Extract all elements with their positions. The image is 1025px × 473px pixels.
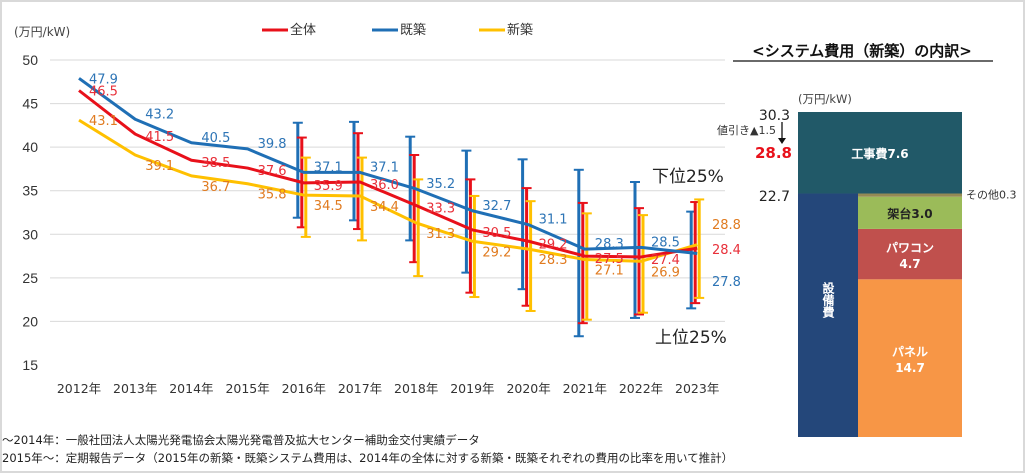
- segment-label: その他0.3: [966, 189, 1017, 202]
- y-tick-label: 30: [22, 226, 38, 242]
- data-label: 36.7: [201, 180, 230, 195]
- x-tick-label: 2016年: [282, 381, 326, 396]
- data-label: 27.4: [651, 253, 680, 268]
- net-label: 28.8: [755, 144, 792, 162]
- x-tick-label: 2022年: [619, 381, 663, 396]
- data-label: 47.9: [89, 72, 118, 87]
- data-label: 28.4: [712, 243, 741, 258]
- x-tick-label: 2018年: [394, 381, 438, 396]
- x-tick-label: 2014年: [169, 381, 213, 396]
- y-tick-label: 50: [22, 52, 38, 68]
- series-line-既築: [78, 77, 698, 255]
- discount-label: 値引き▲1.5: [717, 123, 776, 137]
- data-label: 41.5: [145, 130, 174, 145]
- segment-label: パネル: [892, 345, 928, 359]
- annotation-lower: 上位25%: [655, 328, 727, 348]
- x-tick-label: 2012年: [57, 381, 101, 396]
- bar-segment-パネル: [858, 279, 962, 437]
- y-tick-label: 15: [22, 357, 38, 373]
- segment-label: 架台3.0: [886, 206, 932, 221]
- annotation-upper: 下位25%: [652, 167, 724, 187]
- bar-segment-架台: [858, 196, 962, 229]
- data-label: 46.5: [89, 85, 118, 100]
- segment-value: 4.7: [899, 257, 920, 271]
- series-line-新築: [78, 118, 698, 263]
- data-label: 36.0: [370, 178, 399, 193]
- data-label: 37.1: [370, 160, 399, 175]
- data-label: 26.9: [651, 265, 680, 280]
- legend-label: 全体: [290, 22, 316, 38]
- x-tick-label: 2021年: [563, 381, 607, 396]
- data-label: 31.1: [539, 213, 568, 228]
- segment-label: 工事費7.6: [851, 146, 908, 161]
- equipment-total-label: 22.7: [759, 189, 790, 205]
- y-tick-label: 35: [22, 183, 38, 199]
- data-label: 40.5: [201, 131, 230, 146]
- bar-equipment: [798, 193, 858, 437]
- data-label: 35.8: [258, 188, 287, 203]
- data-label: 28.8: [712, 218, 741, 233]
- y-tick-label: 40: [22, 139, 38, 155]
- data-label: 27.1: [595, 264, 624, 279]
- data-label: 37.6: [258, 164, 287, 179]
- data-label: 37.1: [314, 160, 343, 175]
- series-line-全体: [78, 89, 698, 259]
- data-label: 31.3: [426, 227, 455, 242]
- breakdown-title: <システム費用（新築）の内訳>: [752, 42, 972, 60]
- y-axis-label: (万円/kW): [14, 25, 70, 39]
- total-label: 30.3: [759, 108, 790, 124]
- segment-label: パワコン: [886, 241, 934, 255]
- data-label: 29.2: [482, 245, 511, 260]
- data-label: 34.4: [370, 200, 399, 215]
- data-label: 30.5: [482, 226, 511, 241]
- data-label: 43.1: [89, 114, 118, 129]
- data-label: 34.5: [314, 199, 343, 214]
- bar-segment-パワコン: [858, 228, 962, 280]
- data-label: 33.3: [426, 202, 455, 217]
- segment-value: 14.7: [895, 361, 925, 375]
- arrow-head-icon: [778, 138, 786, 144]
- x-tick-label: 2019年: [450, 381, 494, 396]
- data-label: 28.3: [595, 237, 624, 252]
- x-tick-label: 2020年: [506, 381, 550, 396]
- y-tick-label: 25: [22, 270, 38, 286]
- x-tick-label: 2013年: [113, 381, 157, 396]
- x-tick-label: 2015年: [225, 381, 269, 396]
- data-label: 27.5: [595, 252, 624, 267]
- x-tick-label: 2023年: [675, 381, 719, 396]
- data-label: 35.2: [426, 177, 455, 192]
- data-label: 28.3: [539, 253, 568, 268]
- footnote-1: ～2014年：一般社団法人太陽光発電協会太陽光発電普及拡大センター補助金交付実績…: [2, 433, 480, 447]
- footnote-2: 2015年～：定期報告データ（2015年の新築・既築システム費用は、2014年の…: [2, 451, 734, 465]
- data-label: 39.1: [145, 159, 174, 174]
- equipment-label: 設備費: [821, 281, 835, 319]
- x-tick-label: 2017年: [338, 381, 382, 396]
- legend-label: 既築: [400, 23, 426, 38]
- legend-label: 新築: [507, 22, 533, 38]
- data-label: 43.2: [145, 107, 174, 122]
- y-tick-label: 45: [22, 96, 38, 112]
- data-label: 35.9: [314, 179, 343, 194]
- bar-segment-その他: [858, 193, 962, 197]
- bar-segment-工事費: [798, 112, 962, 194]
- data-label: 27.8: [712, 275, 741, 290]
- y-tick-label: 20: [22, 313, 38, 329]
- data-label: 39.8: [258, 137, 287, 152]
- data-label: 38.5: [201, 156, 230, 171]
- breakdown-unit: (万円/kW): [798, 92, 852, 106]
- data-label: 32.7: [482, 199, 511, 214]
- data-label: 29.2: [539, 237, 568, 252]
- data-label: 28.5: [651, 235, 680, 250]
